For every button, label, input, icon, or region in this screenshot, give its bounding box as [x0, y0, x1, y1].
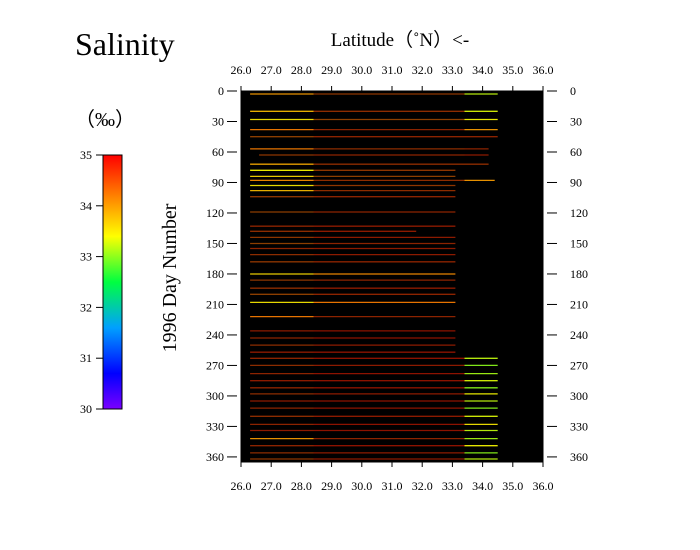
x-tick-label-bottom: 33.0 — [442, 479, 463, 493]
y-tick-label-left: 300 — [206, 389, 224, 403]
y-tick-label-right: 30 — [570, 114, 582, 128]
y-tick-label-left: 120 — [206, 206, 224, 220]
x-tick-label-bottom: 30.0 — [351, 479, 372, 493]
x-axis-label: Latitude（˚N）<- — [331, 29, 469, 51]
x-tick-label-top: 34.0 — [472, 63, 493, 77]
colorbar-tick-label: 32 — [80, 300, 92, 314]
x-tick-label-top: 27.0 — [261, 63, 282, 77]
x-tick-label-top: 36.0 — [533, 63, 554, 77]
colorbar-unit-label: （‰） — [75, 108, 135, 131]
colorbar-tick-label: 33 — [80, 250, 92, 264]
y-tick-label-left: 30 — [212, 114, 224, 128]
x-ticks-bottom: 26.0 27.0 28.0 29.0 30.0 31.0 32.0 33.0 34.0 35.0… — [231, 462, 554, 493]
colorbar-tick-label: 30 — [80, 402, 92, 416]
y-tick-label-right: 240 — [570, 328, 588, 342]
x-tick-label-top: 30.0 — [351, 63, 372, 77]
y-tick-label-right: 210 — [570, 297, 588, 311]
x-tick-label-top: 28.0 — [291, 63, 312, 77]
y-tick-label-left: 330 — [206, 419, 224, 433]
chart-title: Salinity — [75, 26, 175, 62]
x-tick-label-bottom: 32.0 — [412, 479, 433, 493]
colorbar-tick-label: 34 — [80, 199, 92, 213]
x-tick-label-top: 29.0 — [321, 63, 342, 77]
x-tick-label-bottom: 35.0 — [502, 479, 523, 493]
x-ticks-top: 26.0 27.0 28.0 29.0 30.0 31.0 32.0 33.0 34.0 35.0… — [231, 63, 554, 91]
y-tick-label-right: 360 — [570, 450, 588, 464]
y-tick-label-left: 210 — [206, 297, 224, 311]
y-tick-label-right: 330 — [570, 419, 588, 433]
x-tick-label-bottom: 34.0 — [472, 479, 493, 493]
x-tick-label-top: 26.0 — [231, 63, 252, 77]
y-tick-label-right: 270 — [570, 358, 588, 372]
x-tick-label-bottom: 31.0 — [382, 479, 403, 493]
x-tick-label-top: 32.0 — [412, 63, 433, 77]
y-tick-label-left: 270 — [206, 358, 224, 372]
y-tick-label-right: 0 — [570, 84, 576, 98]
transects — [250, 93, 498, 460]
y-ticks-left: 0 30 60 90 120 150 180 210 240 270 300 330 360 — [206, 84, 237, 464]
x-tick-label-bottom: 26.0 — [231, 479, 252, 493]
y-tick-label-left: 90 — [212, 175, 224, 189]
x-tick-label-bottom: 29.0 — [321, 479, 342, 493]
x-tick-label-top: 31.0 — [382, 63, 403, 77]
colorbar-tick-label: 35 — [80, 148, 92, 162]
y-tick-label-right: 90 — [570, 175, 582, 189]
colorbar-ticks: 35 34 33 32 31 30 — [80, 148, 103, 416]
y-tick-label-right: 120 — [570, 206, 588, 220]
y-tick-label-left: 360 — [206, 450, 224, 464]
x-tick-label-top: 35.0 — [502, 63, 523, 77]
x-tick-label-bottom: 27.0 — [261, 479, 282, 493]
y-tick-label-left: 240 — [206, 328, 224, 342]
x-tick-label-bottom: 36.0 — [533, 479, 554, 493]
y-tick-label-right: 150 — [570, 236, 588, 250]
y-ticks-right: 0 30 60 90 120 150 180 210 240 270 300 330 360 — [547, 84, 588, 464]
y-axis-label: 1996 Day Number — [159, 203, 181, 352]
y-tick-label-left: 60 — [212, 145, 224, 159]
y-tick-label-left: 180 — [206, 267, 224, 281]
x-tick-label-bottom: 28.0 — [291, 479, 312, 493]
y-tick-label-left: 150 — [206, 236, 224, 250]
colorbar-tick-label: 31 — [80, 351, 92, 365]
colorbar — [102, 154, 123, 410]
y-tick-label-right: 60 — [570, 145, 582, 159]
y-tick-label-left: 0 — [218, 84, 224, 98]
y-tick-label-right: 300 — [570, 389, 588, 403]
y-tick-label-right: 180 — [570, 267, 588, 281]
x-tick-label-top: 33.0 — [442, 63, 463, 77]
plot-background — [241, 91, 543, 462]
